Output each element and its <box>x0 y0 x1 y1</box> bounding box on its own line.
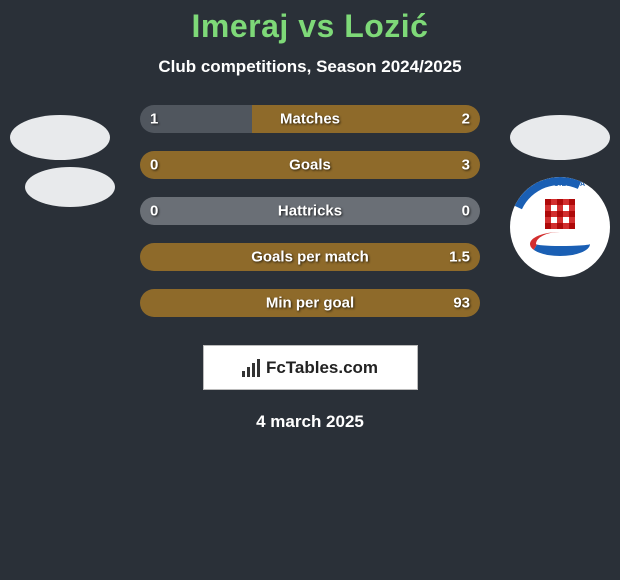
stat-bar-right-value: 93 <box>453 295 470 312</box>
player-left-badge-placeholder <box>10 115 110 160</box>
stat-bar-left-value: 0 <box>150 203 158 220</box>
page-subtitle: Club competitions, Season 2024/2025 <box>0 57 620 77</box>
comparison-card: Imeraj vs Lozić Club competitions, Seaso… <box>0 0 620 432</box>
stat-bar-right-value: 1.5 <box>449 249 470 266</box>
stat-bar-label: Hattricks <box>278 203 342 220</box>
stat-bar-row: Goals per match 1.5 <box>140 243 480 271</box>
player-right-badge-placeholder <box>510 115 610 160</box>
player-left-badge-placeholder-2 <box>25 167 115 207</box>
club-logo-inner <box>530 199 590 256</box>
page-title: Imeraj vs Lozić <box>0 8 620 45</box>
brand-chart-icon <box>242 359 260 377</box>
stat-bars: Matches 1 2 Goals 0 3 Hattricks 0 0 Goals per mat… <box>140 105 480 317</box>
stat-bar-label: Goals <box>289 157 331 174</box>
stat-bar-right-value: 3 <box>462 157 470 174</box>
stat-bar-row: Hattricks 0 0 <box>140 197 480 225</box>
brand-box: FcTables.com <box>203 345 418 390</box>
stat-bar-right-value: 2 <box>462 111 470 128</box>
stat-bar-label: Min per goal <box>266 295 354 312</box>
stat-bar-row: Matches 1 2 <box>140 105 480 133</box>
stat-bar-row: Goals 0 3 <box>140 151 480 179</box>
stat-bar-row: Min per goal 93 <box>140 289 480 317</box>
stat-bar-label: Goals per match <box>251 249 369 266</box>
stat-bar-left-value: 0 <box>150 157 158 174</box>
footer-date: 4 march 2025 <box>0 412 620 432</box>
club-logo-swoosh-icon <box>530 232 590 256</box>
stat-bar-left-value: 1 <box>150 111 158 128</box>
stats-area: HNK CIBALIA Matches12Goals03Hattricks00G… <box>0 105 620 317</box>
brand-text: FcTables.com <box>266 358 378 378</box>
stat-bar-right-value: 0 <box>462 203 470 220</box>
stat-bar-label: Matches <box>280 111 340 128</box>
club-logo-checker-icon <box>545 199 575 229</box>
club-logo-right: HNK CIBALIA <box>510 177 610 277</box>
